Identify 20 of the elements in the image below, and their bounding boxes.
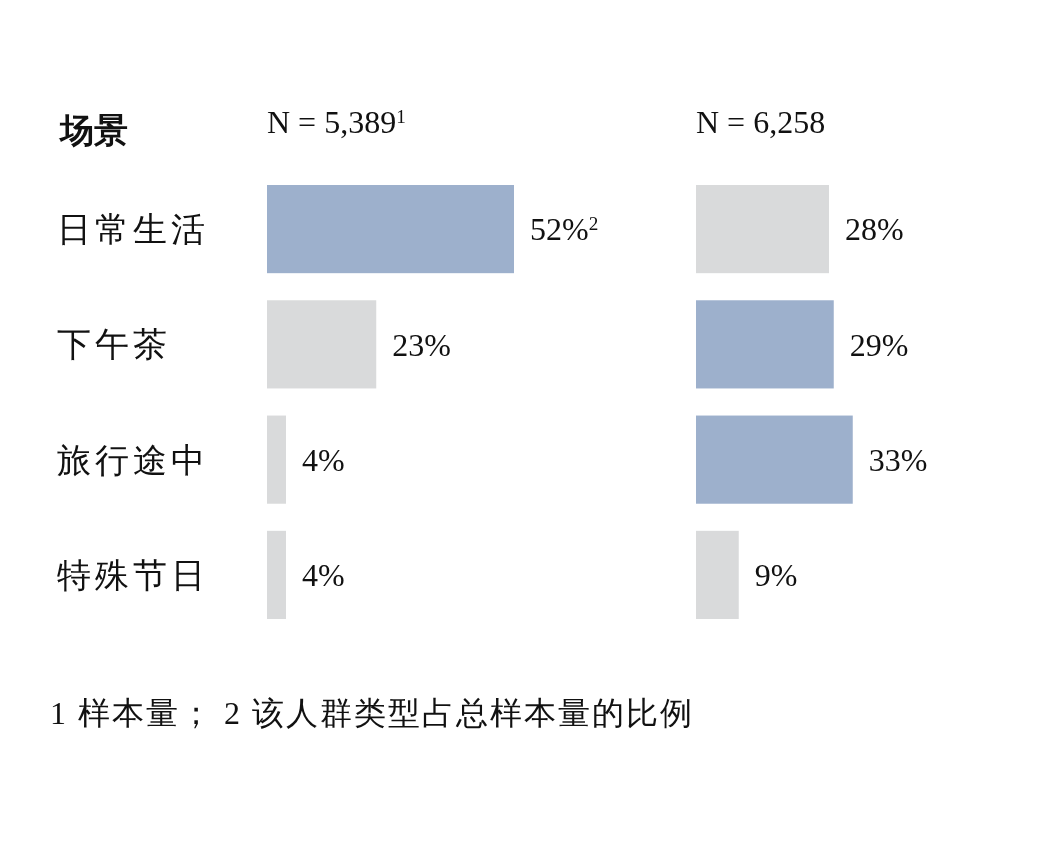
data-label: 28% [845, 211, 904, 248]
chart-subtitle: N = 6,258 [696, 104, 826, 140]
y-tick-label: 特殊节日 [57, 556, 209, 594]
bar [696, 185, 829, 274]
data-label: 23% [392, 326, 451, 363]
y-tick-label: 下午茶 [57, 326, 171, 364]
y-axis-title: 场景 [58, 112, 128, 149]
y-tick-label: 日常生活 [57, 210, 209, 248]
data-label: 4% [302, 557, 345, 594]
y-tick-label: 旅行途中 [57, 441, 209, 479]
data-label: 33% [868, 441, 928, 478]
bar [696, 300, 834, 389]
chart-subtitle: N = 5,389$^{1}$ [267, 104, 406, 140]
data-label: 4% [302, 441, 345, 478]
data-label: 9% [754, 557, 798, 594]
bar [696, 415, 853, 504]
data-label: 52%$^{2}$ [530, 211, 599, 248]
data-label: 29% [849, 326, 909, 363]
text: 1 样本量； 2 该人群类型占总样本量的比例 [50, 695, 694, 731]
bar [696, 530, 739, 619]
